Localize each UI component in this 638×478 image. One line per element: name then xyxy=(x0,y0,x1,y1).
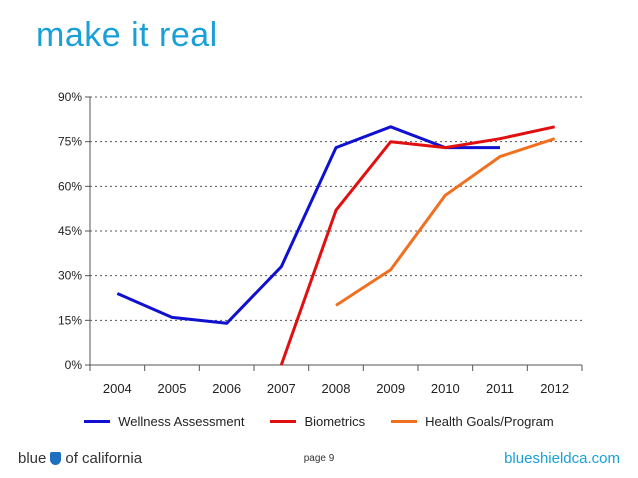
series-line-wellness-assessment xyxy=(116,125,500,325)
legend-item-health-goals: Health Goals/Program xyxy=(391,414,554,429)
series-line-health-goals-program xyxy=(335,137,556,307)
y-tick-label: 45% xyxy=(58,224,82,238)
legend-item-wellness-assessment: Wellness Assessment xyxy=(84,414,244,429)
x-tick-label: 2012 xyxy=(540,381,569,396)
y-tick-label: 60% xyxy=(58,179,82,193)
brand-word-california: of california xyxy=(65,450,143,467)
brand-word-blue: blue xyxy=(18,450,47,467)
x-tick-label: 2009 xyxy=(376,381,405,396)
legend-label-health-goals: Health Goals/Program xyxy=(425,414,554,429)
series-line-biometrics xyxy=(279,125,556,366)
series-lines xyxy=(116,125,556,366)
x-tick-label: 2008 xyxy=(322,381,351,396)
page-number: page 9 xyxy=(303,453,335,464)
chart-legend: Wellness Assessment Biometrics Health Go… xyxy=(0,414,638,429)
website-url: blueshieldca.com xyxy=(504,450,620,467)
x-tick-label: 2004 xyxy=(103,381,132,396)
x-tick-label: 2010 xyxy=(431,381,460,396)
legend-swatch-wellness-assessment xyxy=(84,420,111,423)
y-tick-label: 15% xyxy=(58,313,82,327)
legend-item-biometrics: Biometrics xyxy=(270,414,365,429)
y-tick-label: 75% xyxy=(58,135,82,149)
x-tick-label: 2007 xyxy=(267,381,296,396)
gridlines xyxy=(90,96,582,321)
x-tick-label: 2006 xyxy=(212,381,241,396)
x-tick-label: 2005 xyxy=(158,381,187,396)
x-tick-label: 2011 xyxy=(486,381,514,396)
y-tick-label: 30% xyxy=(58,269,82,283)
legend-label-biometrics: Biometrics xyxy=(304,414,366,429)
legend-label-wellness-assessment: Wellness Assessment xyxy=(118,414,245,429)
shield-icon xyxy=(50,452,62,465)
legend-swatch-biometrics xyxy=(270,420,297,423)
legend-swatch-health-goals xyxy=(391,420,418,423)
brand-logo: blue of california xyxy=(18,450,142,467)
axes xyxy=(85,96,583,371)
x-tick-labels: 2004 2005 2006 2007 2008 2009 2010 2011 2012 xyxy=(103,381,569,396)
slide-title: make it real xyxy=(36,16,218,54)
y-tick-label: 0% xyxy=(65,358,83,372)
y-tick-label: 90% xyxy=(58,90,82,104)
slide-footer: blue of california page 9 blueshieldca.c… xyxy=(0,450,638,470)
line-chart: 0%15%30%45%60%75%90% 2004 2005 2006 2007 200… xyxy=(58,90,583,396)
y-tick-labels: 0% 15% 30% 45% 60% 75% 90% xyxy=(58,90,82,372)
